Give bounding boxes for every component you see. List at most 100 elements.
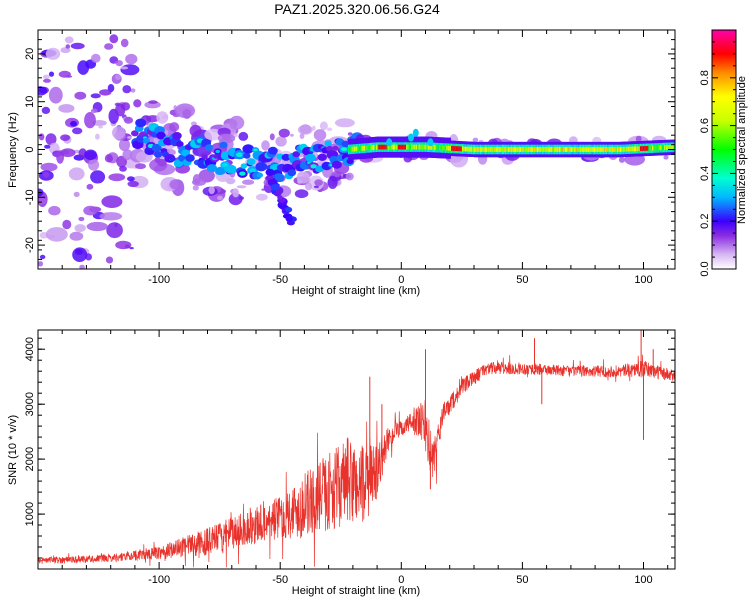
branch-blob [277,195,283,200]
noise-blob [120,66,129,70]
noise-blob [45,47,61,60]
noise-blob [154,156,161,163]
noise-blob [39,254,46,260]
noise-blob [319,121,328,131]
ridge-core [341,147,347,152]
noise-blob [98,125,103,129]
noise-blob [261,188,267,191]
trace-core [438,145,442,151]
trace-core [482,147,485,152]
noise-blob [38,133,45,141]
trace-core [515,147,518,152]
noise-blob [60,148,76,158]
snr-x-tick-label: 50 [516,574,528,586]
noise-blob [305,182,312,191]
snr-panel: -100 -50 0 50 100 1000 2000 3000 4000 Height of … [7,329,676,597]
snr-x-tick-label: 100 [634,574,652,586]
ridge-blob [326,145,334,152]
noise-blob [156,111,169,124]
noise-blob [229,115,245,130]
branch-blob [267,178,278,185]
noise-blob [313,185,319,188]
colorbar-axes: 0.0 0.2 0.4 0.6 0.8 [699,29,736,277]
colorbar-tick-label: 0.8 [699,70,711,85]
trace-core [625,146,628,152]
noise-blob [135,163,146,170]
trace-core [614,147,617,152]
noise-blob [45,227,68,242]
noise-blob [119,165,127,172]
spectrogram-x-tick-label: 100 [634,274,652,286]
noise-blob [70,120,78,127]
ridge-blob [281,153,291,161]
noise-blob [129,247,134,250]
noise-blob [58,104,75,113]
trace-core [383,144,386,150]
noise-blob [115,74,121,80]
noise-blob [118,138,131,152]
spectrogram-x-label: Height of straight line (km) [292,285,420,297]
spectrogram-y-tick-label: 10 [24,96,36,108]
trace-core [526,147,529,152]
snr-frame [37,329,676,570]
noise-blob [104,154,113,163]
ridge-blob [341,140,350,148]
noise-blob [312,125,316,131]
noise-blob [216,187,221,193]
noise-blob [65,75,73,78]
ridge-core [253,148,258,152]
noise-blob [74,91,87,100]
spectrogram-x-tick-label: -100 [148,274,170,286]
ridge-blob [268,146,278,155]
noise-blob [242,179,255,185]
noise-blob [618,156,626,163]
trace-bump [427,138,434,147]
ridge-blob [219,141,228,149]
snr-y-tick-label: 3000 [24,392,36,416]
ridge-blob [172,132,182,140]
branch-blob [265,168,275,176]
noise-blob [169,122,180,132]
ridge-blob [317,153,327,161]
ridge-blob [255,162,268,172]
noise-blob [236,185,247,189]
trace-core [404,144,408,150]
trace-core [504,147,507,152]
ridge-blob [215,166,226,175]
noise-blob [95,133,100,140]
ridge-blob [287,169,297,177]
branch-blob [285,206,293,213]
noise-blob [86,183,94,190]
noise-blob [41,106,51,114]
noise-blob [99,89,112,96]
noise-blob [125,53,138,65]
noise-blob [228,193,243,206]
trace-core [558,147,562,152]
noise-blob [120,64,140,76]
ridge-blob [332,145,339,151]
ridge-core [310,164,317,169]
trace-core [350,146,353,152]
snr-axes: -100 -50 0 50 100 1000 2000 3000 4000 [24,330,675,586]
trace-core [636,146,639,152]
noise-blob [217,195,223,201]
noise-blob [635,135,642,143]
noise-blob [347,132,353,136]
noise-blob [65,44,71,49]
trace-core [673,144,675,150]
noise-blob [70,42,85,50]
noise-blob [126,176,135,182]
colorbar-tick-label: 0.6 [699,118,711,133]
trace-core [394,144,397,150]
trace-bump [408,133,414,142]
noise-blob [115,240,132,250]
noise-blob [44,144,51,149]
snr-y-tick-label: 4000 [24,337,36,361]
snr-plot [38,330,675,568]
noise-blob [104,43,114,50]
ridge-blob [246,158,256,166]
noise-blob [60,134,71,141]
noise-blob [77,60,90,75]
